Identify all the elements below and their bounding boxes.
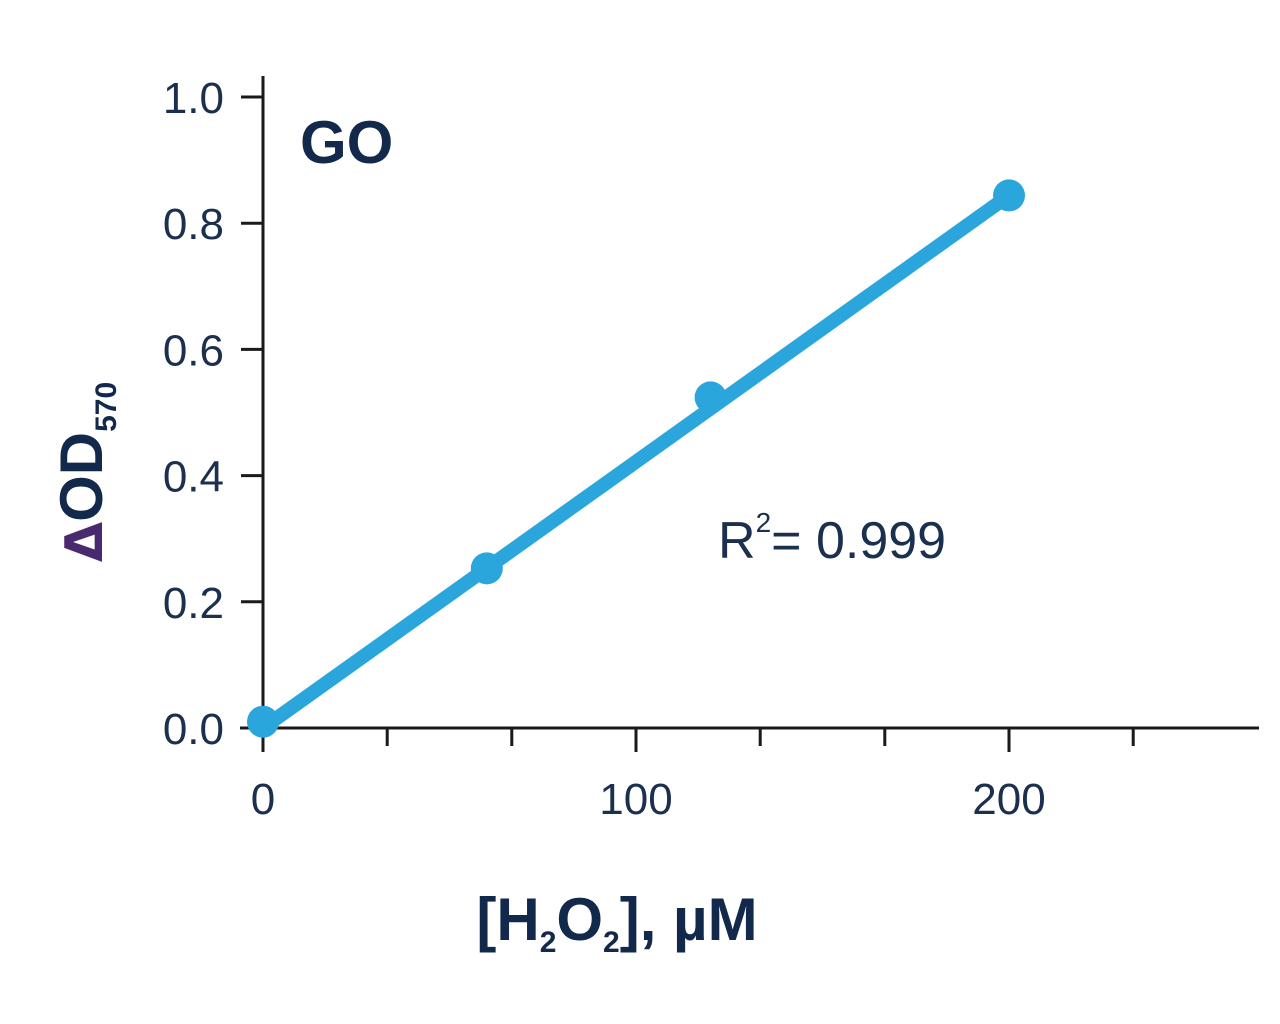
y-tick-label: 0.6 (163, 326, 224, 375)
y-axis-title-main: OD (48, 432, 115, 522)
y-tick-label: 0.8 (163, 200, 224, 249)
data-point (694, 381, 727, 414)
y-axis-title-sub: 570 (90, 382, 123, 432)
y-tick-label: 0.0 (163, 705, 224, 754)
x-axis-title-open: [H (476, 886, 539, 953)
fit-line (256, 188, 1016, 735)
y-ticks: 0.0 0.2 0.4 0.6 0.8 1.0 (163, 74, 263, 754)
y-axis-title: ΔOD570 (48, 382, 123, 562)
data-points (247, 179, 1025, 738)
y-axis-title-delta: Δ (55, 522, 115, 562)
r-squared-annotation: R2= 0.999 (718, 507, 946, 570)
x-axis-title-sub2: 2 (603, 926, 620, 959)
x-tick-label: 200 (972, 775, 1045, 824)
r-squared-base: R (718, 512, 756, 570)
plot-area (247, 179, 1025, 738)
x-ticks: 0 100 200 (251, 728, 1135, 824)
x-tick-label: 0 (251, 775, 275, 824)
y-tick-label: 0.2 (163, 579, 224, 628)
chart-title: GO (300, 109, 393, 176)
data-point (470, 552, 503, 585)
x-axis-title-sub1: 2 (540, 926, 557, 959)
x-tick-label: 100 (599, 775, 672, 824)
r-squared-value: = 0.999 (771, 512, 946, 570)
x-axis-title-close: ], µM (620, 886, 758, 953)
y-tick-label: 1.0 (163, 74, 224, 123)
r-squared-sup: 2 (756, 507, 772, 538)
x-axis-title-mid: O (556, 886, 603, 953)
y-tick-label: 0.4 (163, 453, 224, 502)
data-point (993, 179, 1025, 212)
data-point (247, 705, 279, 738)
x-axis-title: [H2O2], µM (476, 886, 757, 959)
axes: 0.0 0.2 0.4 0.6 0.8 1.0 0 100 200 (163, 74, 1259, 824)
